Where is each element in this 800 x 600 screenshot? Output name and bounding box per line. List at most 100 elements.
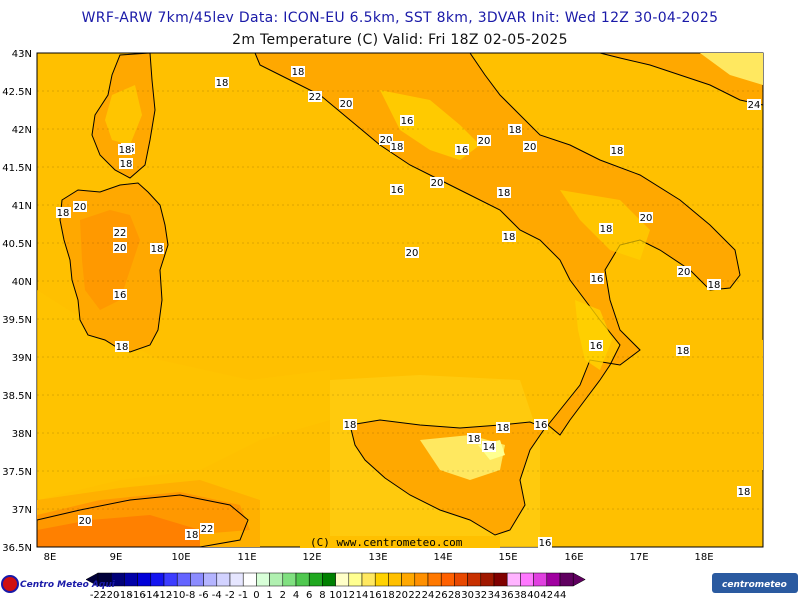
- colorbar-swatch: [414, 572, 429, 587]
- latitude-labels: 43N 42.5N 42N 41.5N 41N 40.5N 40N 39.5N …: [2, 49, 32, 554]
- colorbar-swatch: [242, 572, 257, 587]
- contour-label: 18: [344, 420, 357, 431]
- contour-label: 18: [292, 67, 305, 78]
- contour-label-bg: [599, 223, 613, 234]
- colorbar-label: 26: [435, 590, 448, 600]
- colorbar-label: 42: [540, 590, 553, 600]
- lat-label: 37.5N: [2, 467, 32, 478]
- colorbar-swatch: [282, 572, 297, 587]
- contour-label: 16: [539, 538, 552, 549]
- credit-text: (C) www.centrometeo.com: [310, 536, 463, 549]
- lat-lon-grid: [37, 90, 763, 510]
- contour-label-bg: [291, 66, 305, 77]
- colorbar-swatch: [440, 572, 455, 587]
- contour-label-bg: [496, 422, 510, 433]
- contour-label-bg: [523, 141, 537, 152]
- colorbar-label: 2: [280, 590, 286, 600]
- contour-label: 18: [57, 208, 70, 219]
- colorbar-swatch: [546, 572, 561, 587]
- colorbar-swatch: [322, 572, 336, 587]
- header-title: WRF-ARW 7km/45lev Data: ICON-EU 6.5km, S…: [81, 10, 719, 26]
- contour-label-bg: [508, 124, 522, 135]
- contour-label: 18: [600, 224, 613, 235]
- lon-label: 13E: [368, 552, 387, 563]
- colorbar-swatch: [190, 572, 204, 587]
- lat-label: 36.5N: [2, 543, 32, 554]
- contour-label-bg: [590, 273, 604, 284]
- colorbar-swatch: [216, 572, 231, 587]
- colorbar-label: 12: [342, 590, 355, 600]
- contour-label-bg: [676, 345, 690, 356]
- balkans-inner: [700, 53, 763, 85]
- colorbar-swatch: [203, 572, 218, 587]
- contour-label-bg: [390, 141, 404, 152]
- left-logo-text: Centro Meteo Aqui: [20, 580, 116, 590]
- right-logo-bg: [712, 573, 798, 593]
- colorbar-swatch: [150, 572, 165, 587]
- colorbar-swatch: [454, 572, 468, 587]
- lat-label: 39N: [12, 353, 32, 364]
- contour-label-bg: [113, 242, 127, 253]
- contour-label: 18: [611, 146, 624, 157]
- colorbar-swatch: [427, 572, 442, 587]
- contour-label-bg: [150, 243, 164, 254]
- colorbar-label: 32: [474, 590, 487, 600]
- contour-label-bg: [339, 98, 353, 109]
- colorbar-swatch: [335, 572, 350, 587]
- contour-label: 18: [509, 125, 522, 136]
- contour-label-bg: [405, 247, 419, 258]
- lon-label: 10E: [171, 552, 190, 563]
- lon-label: 15E: [498, 552, 517, 563]
- contour-label: 22: [114, 228, 127, 239]
- colorbar-label: 18: [382, 590, 395, 600]
- contour-label: 20: [478, 136, 491, 147]
- contour-label: 18: [151, 244, 164, 255]
- lat-label: 40N: [12, 277, 32, 288]
- colorbar-label: -18: [116, 590, 132, 600]
- lon-label: 17E: [629, 552, 648, 563]
- contour-label: 24: [748, 100, 761, 111]
- contour-label-bg: [400, 115, 414, 126]
- contour-label: 20: [74, 202, 87, 213]
- contour-label-bg: [73, 201, 87, 212]
- contour-label: 18: [186, 530, 199, 541]
- colorbar: -22-20-18-16-14-12-10 -8 -6 -4 -2 -1 0 1 2 4 6 8 10 1…: [85, 572, 586, 600]
- contour-label: 20: [431, 178, 444, 189]
- contour-label: 16: [114, 290, 127, 301]
- contour-label-bg: [467, 433, 481, 444]
- colorbar-label: 14: [356, 590, 369, 600]
- lat-label: 42N: [12, 125, 32, 136]
- colorbar-label: -4: [212, 590, 222, 600]
- lat-label: 43N: [12, 49, 32, 60]
- contour-label-bg: [497, 187, 511, 198]
- colorbar-swatch: [308, 572, 323, 587]
- colorbar-label: 4: [293, 590, 299, 600]
- colorbar-swatch: [374, 572, 389, 587]
- contour-label-bg: [118, 144, 132, 155]
- colorbar-swatch: [388, 572, 402, 587]
- right-logo-text: centrometeo: [722, 580, 787, 590]
- colorbar-swatch: [533, 572, 548, 587]
- contour-label: 18: [116, 342, 129, 353]
- contour-label: 20: [406, 248, 419, 259]
- colorbar-swatch: [256, 572, 270, 587]
- header-subtitle: 2m Temperature (C) Valid: Fri 18Z 02-05-…: [232, 32, 568, 48]
- colorbar-label: -12: [156, 590, 172, 600]
- contour-label: 18: [468, 434, 481, 445]
- contour-label-bg: [502, 231, 516, 242]
- contour-label: 20: [640, 213, 653, 224]
- colorbar-label: -22: [90, 590, 106, 600]
- mainland-italy: [254, 52, 741, 436]
- colorbar-label: 38: [514, 590, 527, 600]
- contour-label-bg: [747, 99, 761, 110]
- colorbar-swatch: [229, 572, 244, 587]
- colorbar-swatch: [348, 572, 363, 587]
- colorbar-label: -16: [129, 590, 145, 600]
- left-logo-icon: [1, 575, 19, 593]
- colorbar-swatch: [137, 572, 152, 587]
- lat-label: 38.5N: [2, 391, 32, 402]
- contour-label: 20: [524, 142, 537, 153]
- colorbar-label: 36: [501, 590, 514, 600]
- lat-label: 40.5N: [2, 239, 32, 250]
